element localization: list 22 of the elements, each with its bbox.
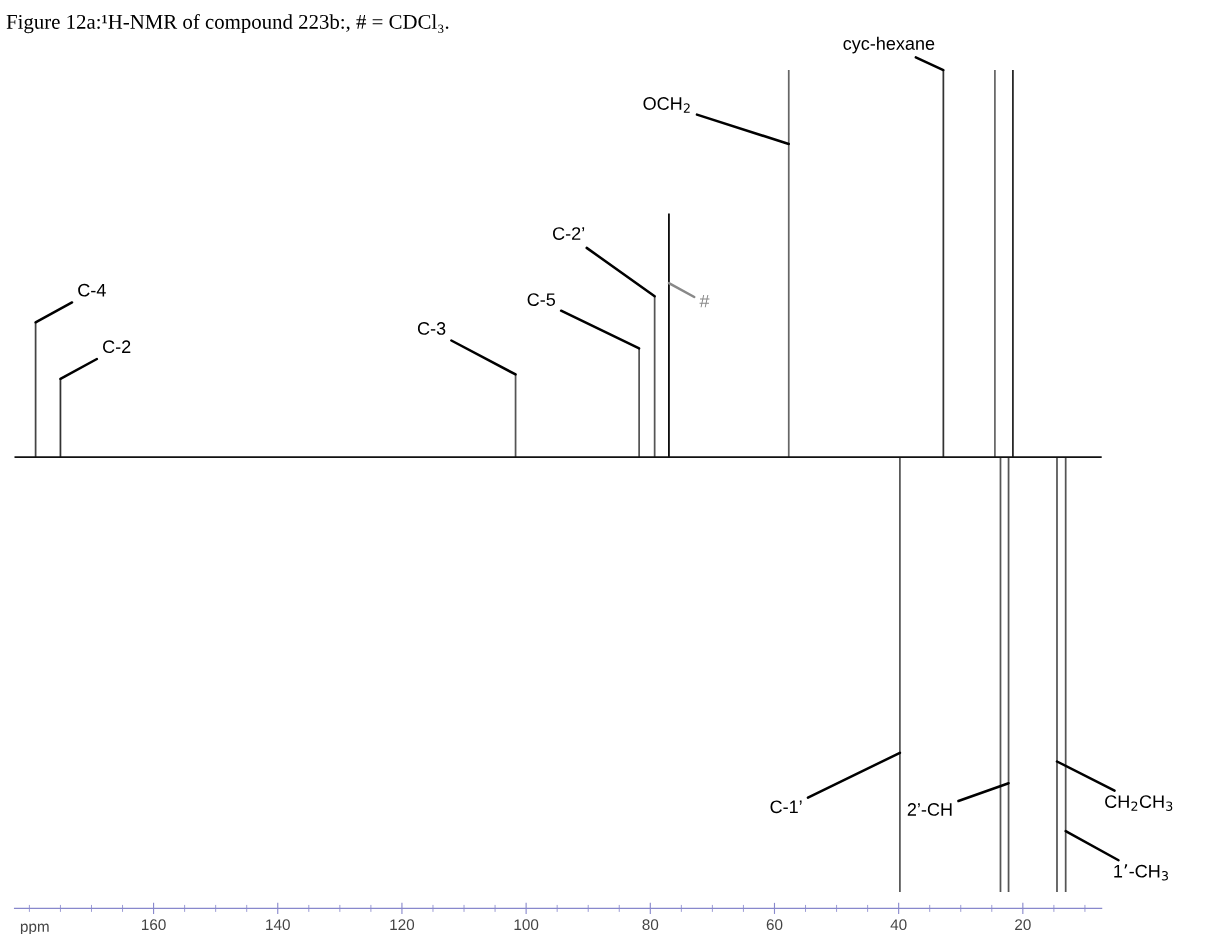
annotation: C-2’ bbox=[553, 227, 585, 240]
annotation: OCH$_{2}$ bbox=[643, 97, 690, 113]
x-tick-label: 60 bbox=[766, 919, 783, 931]
chart-title: Figure 12a:¹H-NMR of compound 223b:, # = CDCl₃. bbox=[6, 14, 449, 34]
annotation: CH$_{2}$CH$_{3}$ bbox=[1105, 795, 1173, 811]
x-tick-label: 140 bbox=[266, 919, 290, 931]
annotation: C-2 bbox=[103, 340, 131, 354]
x-tick-label: 120 bbox=[390, 919, 415, 931]
x-tick-label: 100 bbox=[514, 919, 539, 931]
x-axis-title: ppm bbox=[20, 923, 49, 934]
annotation: C-5 bbox=[527, 293, 556, 306]
annotation: C-4 bbox=[78, 283, 106, 297]
x-tick-label: 80 bbox=[642, 919, 659, 931]
x-tick-label: 160 bbox=[142, 919, 166, 931]
x-tick-label: 20 bbox=[1015, 919, 1031, 931]
annotation: C-3 bbox=[417, 322, 446, 335]
annotation: # bbox=[699, 294, 710, 308]
x-tick-label: 40 bbox=[890, 919, 907, 931]
annotation: 2’-CH bbox=[907, 803, 952, 816]
annotation: C-1’ bbox=[770, 800, 802, 814]
annotation: cyc-hexane bbox=[843, 36, 935, 54]
annotation: 1’-CH$_{3}$ bbox=[1114, 864, 1168, 881]
